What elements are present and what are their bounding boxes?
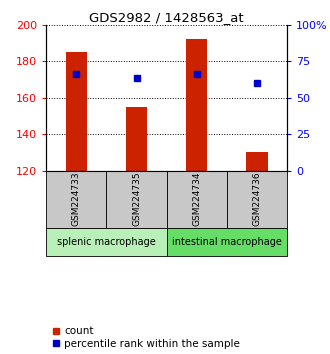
Text: GSM224734: GSM224734 [192,172,201,227]
Bar [227,171,287,228]
Text: splenic macrophage: splenic macrophage [57,237,156,247]
Bar [186,39,207,171]
Bar [167,171,227,228]
Text: GSM224735: GSM224735 [132,172,141,227]
Title: GDS2982 / 1428563_at: GDS2982 / 1428563_at [89,11,244,24]
Text: GSM224733: GSM224733 [72,172,81,227]
Text: GSM224736: GSM224736 [252,172,261,227]
Bar [247,152,268,171]
Bar [46,171,106,228]
Text: intestinal macrophage: intestinal macrophage [172,237,282,247]
Bar [46,228,167,256]
Bar [66,52,87,171]
Bar [106,171,167,228]
Legend: count, percentile rank within the sample: count, percentile rank within the sample [51,326,240,349]
Bar [126,107,147,171]
Bar [167,228,287,256]
